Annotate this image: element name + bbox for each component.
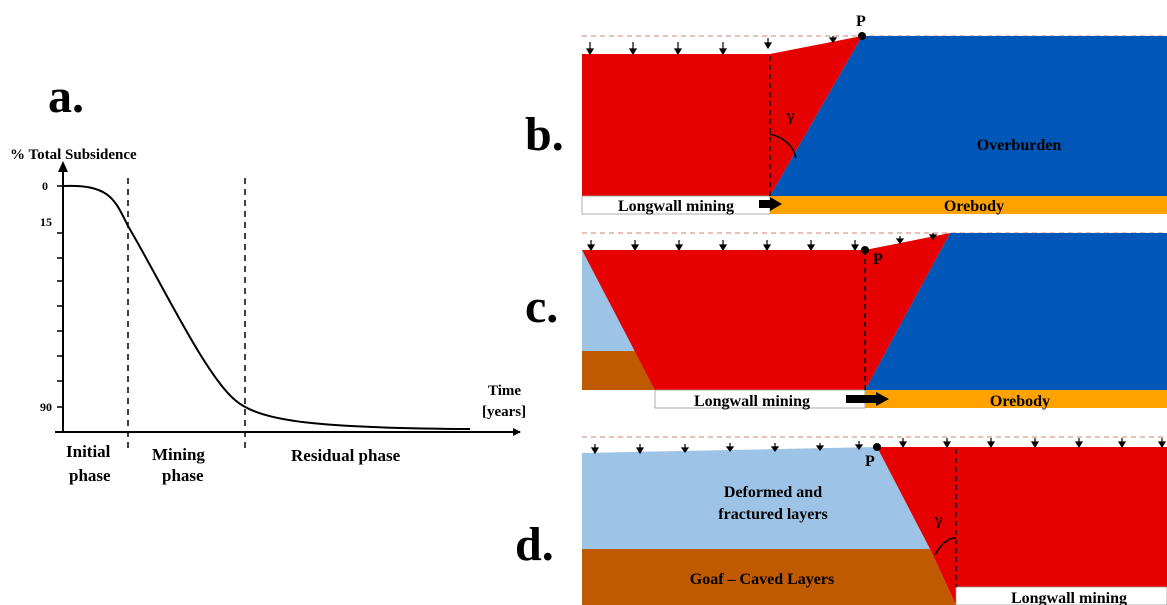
overburden-zone (865, 233, 1167, 390)
point-p-marker (861, 246, 869, 254)
overburden-label: Overburden (977, 137, 1062, 154)
x-axis-label-time: Time (488, 383, 521, 399)
subsidence-arrows (590, 438, 1167, 455)
gamma-label: γ (786, 107, 795, 125)
y-tick-label-0: 0 (42, 179, 48, 193)
y-axis-arrow (58, 161, 68, 172)
phase-label-initial-1: Initial (66, 442, 111, 461)
point-p-marker (858, 32, 866, 40)
longwall-strip (955, 586, 1167, 605)
panel-c-letter: c. (525, 280, 558, 333)
y-ticks (57, 185, 63, 408)
panel-b: b. P γ Overburden Longwall mining Orebod… (525, 13, 1167, 215)
y-tick-label-15: 15 (40, 215, 52, 229)
fractured-layers-label-1: Deformed and (724, 484, 822, 501)
red-subsidence-zone (582, 233, 950, 390)
point-p-label: P (865, 453, 875, 470)
orebody-strip (865, 390, 1167, 408)
advance-arrow (759, 197, 782, 211)
phase-label-mining-2: phase (162, 466, 204, 485)
orebody-label: Orebody (944, 198, 1004, 215)
gamma-arc (769, 133, 797, 159)
phase-label-initial-2: phase (69, 466, 111, 485)
y-axis-label: % Total Subsidence (10, 147, 137, 163)
panel-d-letter: d. (515, 518, 554, 571)
orebody-strip (770, 196, 1167, 214)
y-tick-label-90: 90 (40, 400, 52, 414)
panel-a-letter: a. (48, 70, 84, 123)
panel-d: d. P γ Deformed and fractured layers (515, 436, 1167, 605)
panel-b-letter: b. (525, 108, 564, 161)
goaf-zone (582, 549, 956, 605)
subsidence-arrows (586, 233, 938, 252)
subsidence-arrows (585, 36, 838, 56)
point-p-marker (873, 443, 881, 451)
red-subsidence-zone (582, 36, 862, 196)
point-p-label: P (873, 251, 883, 268)
longwall-label: Longwall mining (618, 198, 734, 215)
subsidence-curve (62, 184, 471, 430)
goaf-label: Goaf – Caved Layers (690, 571, 834, 588)
x-axis-label-years: [years] (482, 404, 526, 420)
phase-label-mining-1: Mining (152, 445, 205, 464)
overburden-zone (770, 36, 1167, 196)
longwall-label: Longwall mining (694, 393, 810, 410)
fractured-layers-zone (582, 447, 930, 549)
advance-arrow (846, 392, 889, 406)
orebody-label: Orebody (990, 393, 1050, 410)
phase-label-residual: Residual phase (291, 446, 401, 465)
red-subsidence-zone (877, 447, 1167, 605)
panel-a: a. % Total Subsidence 0 15 90 Time [year… (10, 70, 526, 485)
gamma-label: γ (934, 511, 943, 529)
point-p-label: P (856, 13, 866, 30)
gamma-arc (934, 537, 957, 556)
panel-c: c. P Longwall mining Orebody (525, 232, 1167, 410)
fractured-layers-label-2: fractured layers (718, 506, 827, 523)
longwall-label: Longwall mining (1011, 590, 1127, 605)
